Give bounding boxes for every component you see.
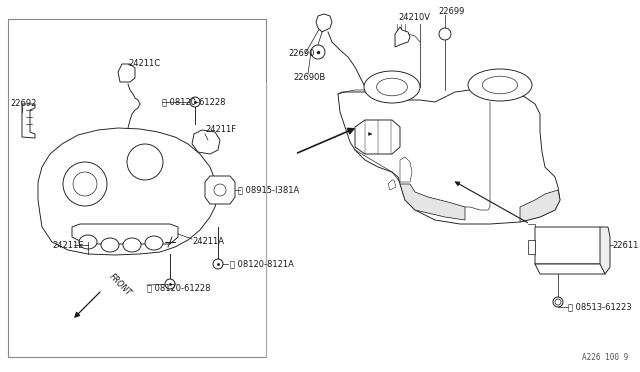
Text: Ⓑ 08120-61228: Ⓑ 08120-61228 bbox=[147, 283, 211, 292]
Ellipse shape bbox=[101, 238, 119, 252]
Text: 24211A: 24211A bbox=[192, 237, 224, 247]
Ellipse shape bbox=[364, 71, 420, 103]
Text: A226 100 9: A226 100 9 bbox=[582, 353, 628, 362]
Polygon shape bbox=[72, 224, 178, 244]
Text: 22692: 22692 bbox=[10, 99, 36, 109]
Polygon shape bbox=[400, 157, 412, 182]
Polygon shape bbox=[355, 120, 400, 154]
Text: FRONT: FRONT bbox=[107, 272, 132, 298]
Polygon shape bbox=[528, 240, 535, 254]
Ellipse shape bbox=[468, 69, 532, 101]
Circle shape bbox=[73, 172, 97, 196]
Text: 24211F: 24211F bbox=[205, 125, 236, 135]
Circle shape bbox=[213, 259, 223, 269]
Polygon shape bbox=[338, 90, 560, 224]
Polygon shape bbox=[520, 190, 560, 222]
Ellipse shape bbox=[483, 76, 518, 94]
Polygon shape bbox=[118, 64, 135, 82]
Ellipse shape bbox=[145, 236, 163, 250]
Circle shape bbox=[311, 45, 325, 59]
Circle shape bbox=[127, 144, 163, 180]
Polygon shape bbox=[22, 104, 35, 138]
Circle shape bbox=[214, 184, 226, 196]
Circle shape bbox=[63, 162, 107, 206]
Circle shape bbox=[555, 299, 561, 305]
Circle shape bbox=[439, 28, 451, 40]
Circle shape bbox=[190, 97, 200, 107]
Polygon shape bbox=[535, 264, 608, 274]
Polygon shape bbox=[316, 14, 332, 32]
Text: Ⓢ 08513-61223: Ⓢ 08513-61223 bbox=[568, 302, 632, 311]
Text: Ⓑ 08120-61228: Ⓑ 08120-61228 bbox=[162, 97, 225, 106]
Text: Ⓑ 08120-8121A: Ⓑ 08120-8121A bbox=[230, 260, 294, 269]
Polygon shape bbox=[38, 128, 218, 255]
Polygon shape bbox=[535, 227, 608, 264]
Polygon shape bbox=[388, 180, 396, 190]
Text: 24211C: 24211C bbox=[128, 60, 160, 68]
Ellipse shape bbox=[376, 78, 408, 96]
Text: 22699: 22699 bbox=[438, 7, 465, 16]
Ellipse shape bbox=[79, 235, 97, 249]
Text: 24211E: 24211E bbox=[52, 241, 83, 250]
Ellipse shape bbox=[123, 238, 141, 252]
Text: Ⓥ 08915-I381A: Ⓥ 08915-I381A bbox=[238, 186, 300, 195]
Polygon shape bbox=[600, 227, 610, 274]
Circle shape bbox=[165, 279, 175, 289]
Text: 24210V: 24210V bbox=[398, 13, 430, 22]
Text: 22690: 22690 bbox=[288, 49, 314, 58]
Circle shape bbox=[553, 297, 563, 307]
Polygon shape bbox=[395, 27, 410, 47]
Polygon shape bbox=[205, 176, 235, 204]
Polygon shape bbox=[192, 130, 220, 154]
Text: 22690B: 22690B bbox=[293, 73, 325, 81]
Text: 22611: 22611 bbox=[612, 241, 638, 250]
Bar bbox=[8, 19, 266, 357]
Polygon shape bbox=[400, 184, 465, 220]
